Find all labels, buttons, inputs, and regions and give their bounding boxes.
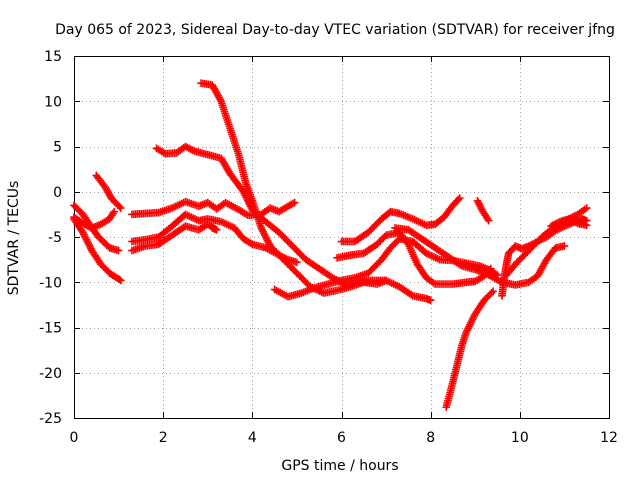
data-marker <box>560 242 569 250</box>
series-arc-7 <box>128 220 221 255</box>
x-tick-label: 4 <box>248 430 257 446</box>
y-tick-label: -10 <box>39 275 62 291</box>
series-arc-13 <box>391 224 569 289</box>
x-tick-label: 0 <box>70 430 79 446</box>
x-tick-label: 8 <box>426 430 435 446</box>
y-tick-label: 15 <box>44 49 62 65</box>
data-marker <box>426 296 435 305</box>
y-tick-label: -15 <box>39 321 62 337</box>
x-tick-label: 6 <box>337 430 346 446</box>
x-tick-labels: 0 2 4 6 8 10 12 <box>70 430 618 446</box>
series-arc-3 <box>70 215 125 285</box>
series-arc-5 <box>128 197 299 220</box>
axis-ticks <box>74 56 610 419</box>
series-arc-4 <box>92 171 125 212</box>
data-marker <box>290 198 299 207</box>
data-marker <box>117 204 125 212</box>
data-marker <box>293 258 301 267</box>
y-tick-label: -5 <box>48 230 62 246</box>
y-tick-label: 5 <box>53 140 62 156</box>
x-axis-label: GPS time / hours <box>281 458 398 474</box>
data-marker <box>455 194 464 202</box>
series-arc-10 <box>270 235 502 301</box>
y-tick-label: 0 <box>53 185 62 201</box>
data-marker <box>487 264 495 273</box>
y-tick-label: -20 <box>39 366 62 382</box>
data-marker <box>117 276 125 285</box>
series-arc-18 <box>547 215 591 230</box>
x-tick-label: 10 <box>511 430 529 446</box>
y-tick-label: 10 <box>44 94 62 110</box>
x-tick-label: 2 <box>159 430 168 446</box>
data-marker <box>582 204 591 212</box>
series-arc-15 <box>473 197 493 225</box>
data-marker <box>484 216 493 225</box>
data-marker <box>489 287 497 296</box>
series-arc-14 <box>442 287 497 411</box>
data-points <box>70 79 591 411</box>
series-arc-6 <box>128 210 301 267</box>
y-tick-labels: -25 -20 -15 -10 -5 0 5 10 15 <box>39 49 62 427</box>
y-axis-label: SDTVAR / TECUs <box>6 181 22 296</box>
series-arc-2 <box>70 201 123 255</box>
data-marker <box>110 207 118 216</box>
x-tick-label: 12 <box>600 430 618 446</box>
y-tick-label: -25 <box>39 411 62 427</box>
data-marker <box>582 221 591 230</box>
data-marker <box>208 224 217 232</box>
grid-lines <box>74 56 609 418</box>
series-arc-11 <box>337 194 464 246</box>
data-marker <box>114 246 123 255</box>
series-arc-9 <box>197 79 435 305</box>
chart-title: Day 065 of 2023, Sidereal Day-to-day VTE… <box>55 22 615 38</box>
